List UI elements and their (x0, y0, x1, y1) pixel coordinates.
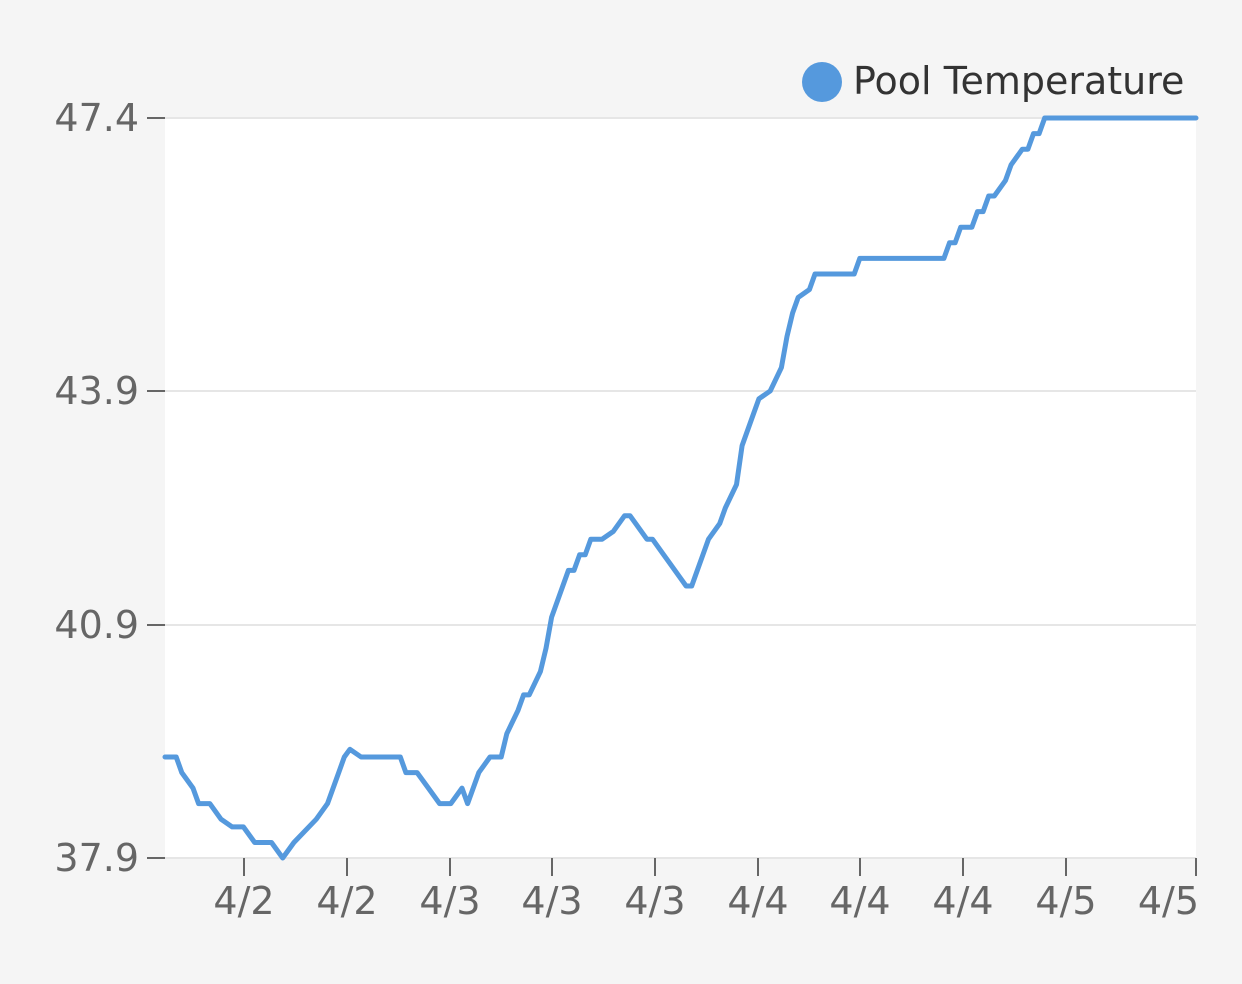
series-line-pool-temperature[interactable] (162, 115, 1199, 861)
y-tick-label: 40.9 (54, 603, 139, 647)
x-tick-label: 4/5 (1138, 879, 1199, 923)
y-tick-label: 47.4 (54, 96, 139, 140)
y-tick-label: 43.9 (54, 369, 139, 413)
x-tick-label: 4/5 (1035, 879, 1096, 923)
plot-background (165, 118, 1196, 858)
y-tick-label: 37.9 (54, 836, 139, 880)
x-tick-label: 4/4 (829, 879, 890, 923)
x-tick-label: 4/2 (213, 879, 274, 923)
x-tick-label: 4/3 (521, 879, 582, 923)
x-tick-label: 4/4 (727, 879, 788, 923)
x-tick-label: 4/2 (316, 879, 377, 923)
x-axis: 4/2 4/2 4/3 4/3 4/3 4/4 4/4 4/4 4/5 4/5 (213, 858, 1199, 923)
legend-label-pool-temperature: Pool Temperature (853, 59, 1184, 103)
legend[interactable]: Pool Temperature (802, 59, 1184, 103)
x-tick-label: 4/4 (932, 879, 993, 923)
x-tick-label: 4/3 (419, 879, 480, 923)
y-axis: 47.4 43.9 40.9 37.9 (54, 96, 165, 880)
legend-marker (802, 62, 842, 102)
series-layer (162, 115, 1199, 861)
x-tick-label: 4/3 (624, 879, 685, 923)
grid-lines (165, 117, 1196, 859)
